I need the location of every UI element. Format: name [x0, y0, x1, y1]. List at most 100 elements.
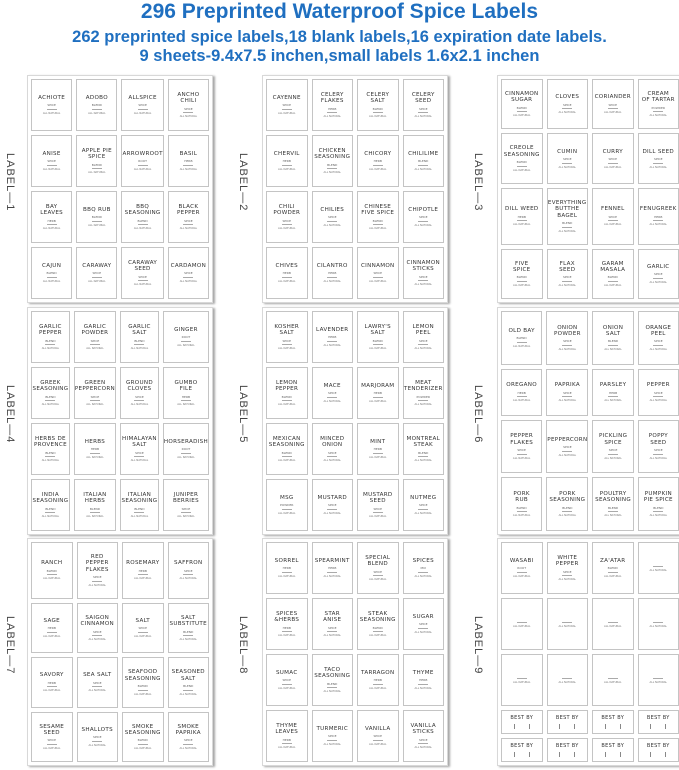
spice-type: BLEND [134, 338, 145, 343]
label-footer: ALL NATURAL [323, 459, 341, 463]
label-footer: ALL NATURAL [558, 165, 576, 169]
blank-label: ALL NATURAL [637, 542, 679, 594]
best-by-text: BEST BY [646, 714, 670, 721]
label-footer: ALL NATURAL [88, 223, 106, 227]
divider-line [91, 108, 102, 110]
label-grid: RANCH BLEND ALL NATURAL RED PEPPER FLAKES SP… [31, 542, 209, 762]
divider-line [137, 164, 148, 166]
spice-name: MINT [370, 439, 386, 446]
spice-type: SPICE [327, 734, 337, 739]
spice-label: FENNEL SPICE ALL NATURAL [592, 187, 634, 245]
spice-name: CURRY [602, 148, 623, 155]
label-footer: ALL NATURAL [369, 347, 387, 351]
divider-line [562, 511, 573, 513]
spice-type: BLEND [137, 218, 148, 223]
label-footer: ALL NATURAL [604, 111, 622, 115]
divider-line [418, 344, 429, 346]
spice-label: STEAK SEASONING BLEND ALL NATURAL [357, 598, 399, 650]
spice-type: HERB [90, 447, 100, 452]
divider-line [418, 220, 429, 222]
spice-type: SPICE [183, 738, 193, 743]
spice-name: SHALLOTS [81, 726, 113, 733]
spice-label: VANILLA SPICE ALL NATURAL [357, 710, 399, 762]
spice-label: SPECIAL BLEND SPICE ALL NATURAL [357, 542, 399, 594]
spice-label: LAWRY'S SALT BLEND ALL NATURAL [357, 311, 399, 363]
divider-line [281, 164, 292, 166]
divider-line [562, 162, 573, 164]
spice-type: SPICE [282, 678, 292, 683]
spice-name: CINNAMON SUGAR [504, 91, 539, 104]
spice-label: SAGE HERB ALL NATURAL [31, 602, 73, 654]
spice-name: CHERVIL [273, 151, 300, 158]
spice-name: LAWRY'S SALT [364, 323, 391, 337]
divider-line [653, 565, 664, 567]
divider-line [562, 280, 573, 282]
divider-line [46, 108, 57, 110]
spice-name: NUTMEG [410, 495, 437, 502]
spice-label: PICKLING SPICE SPICE ALL NATURAL [592, 419, 634, 474]
blank-label: ALL NATURAL [501, 654, 543, 706]
spice-type: SPICE [92, 680, 102, 685]
label-footer: ALL NATURAL [414, 746, 432, 750]
spice-type: HERB [373, 447, 382, 452]
divider-line [562, 575, 573, 577]
spice-name: CUMIN [557, 148, 578, 155]
label-footer: ALL NATURAL [649, 399, 668, 403]
spice-type: BLEND [183, 629, 194, 634]
label-footer: ALL NATURAL [604, 680, 622, 684]
label-footer: ALL NATURAL [323, 742, 341, 746]
label-footer: ALL NATURAL [414, 115, 432, 119]
label-footer: ALL NATURAL [42, 279, 61, 283]
label-footer: ALL NATURAL [649, 514, 668, 518]
spice-type: POWDER [416, 394, 430, 399]
spice-type: SPICE [653, 157, 663, 162]
label-footer: ALL NATURAL [513, 574, 531, 578]
divider-line [134, 456, 145, 458]
spice-name: CAJUN [42, 263, 62, 270]
spice-name: ZA'ATAR [600, 558, 626, 565]
spice-type: BLEND [45, 394, 56, 399]
label-footer: ALL NATURAL [414, 511, 432, 515]
spice-type: HERB [328, 335, 337, 340]
label-footer: ALL NATURAL [43, 689, 61, 693]
label-footer: ALL NATURAL [558, 680, 576, 684]
divider-line [281, 683, 292, 685]
spice-type: ROOT [181, 447, 191, 452]
spice-name: GINGER [174, 327, 198, 334]
label-footer: ALL NATURAL [179, 227, 198, 231]
spice-label: LAVENDER HERB ALL NATURAL [311, 311, 353, 363]
divider-line [183, 635, 194, 637]
spice-name: MONTREAL STEAK [406, 435, 441, 449]
subtitle-line-2: 9 sheets-9.4x7.5 inchen,small labels 1.6… [139, 47, 540, 65]
label-sheet: WASABI ROOT ALL NATURAL WHITE PEPPER SPICE AL… [497, 538, 679, 766]
divider-line [607, 108, 618, 110]
spice-name: CINNAMON [360, 263, 395, 270]
spice-label: WASABI ROOT ALL NATURAL [501, 542, 543, 594]
spice-name: PEPPER FLAKES [510, 433, 534, 446]
label-footer: ALL NATURAL [604, 574, 622, 578]
spice-label: SAVORY HERB ALL NATURAL [31, 657, 73, 708]
spice-label: HERBS DE PROVENCE BLEND ALL NATURAL [31, 423, 70, 475]
blank-label: ALL NATURAL [546, 598, 588, 650]
divider-line [45, 456, 56, 458]
label-footer: ALL NATURAL [130, 459, 149, 463]
label-footer: ALL NATURAL [649, 456, 668, 460]
spice-type: SPICE [282, 103, 292, 108]
spice-label: ONION SALT BLEND ALL NATURAL [592, 311, 634, 365]
subtitle-line-1: 262 preprinted spice labels,18 blank lab… [72, 28, 607, 46]
spice-type: BLEND [372, 106, 383, 111]
spice-name: CARAWAY [82, 263, 112, 270]
divider-line [653, 220, 664, 222]
spice-type: BLEND [372, 218, 383, 223]
spice-label: SMOKE PAPRIKA SPICE ALL NATURAL [167, 711, 209, 762]
label-footer: ALL NATURAL [278, 279, 296, 283]
divider-line [372, 683, 383, 685]
label-footer: ALL NATURAL [513, 624, 531, 628]
spice-type: BLEND [607, 505, 619, 510]
spice-label: GARLIC SPICE ALL NATURAL [637, 248, 679, 299]
spice-type: SPICE [653, 272, 663, 277]
spice-name: CILANTRO [316, 263, 348, 270]
label-sheet: GARLIC PEPPER BLEND ALL NATURAL GARLIC POWD… [27, 307, 213, 535]
spice-name: SAIGON CINNAMON [80, 614, 115, 628]
spice-label: GARLIC POWDER SPICE ALL NATURAL [73, 311, 117, 363]
